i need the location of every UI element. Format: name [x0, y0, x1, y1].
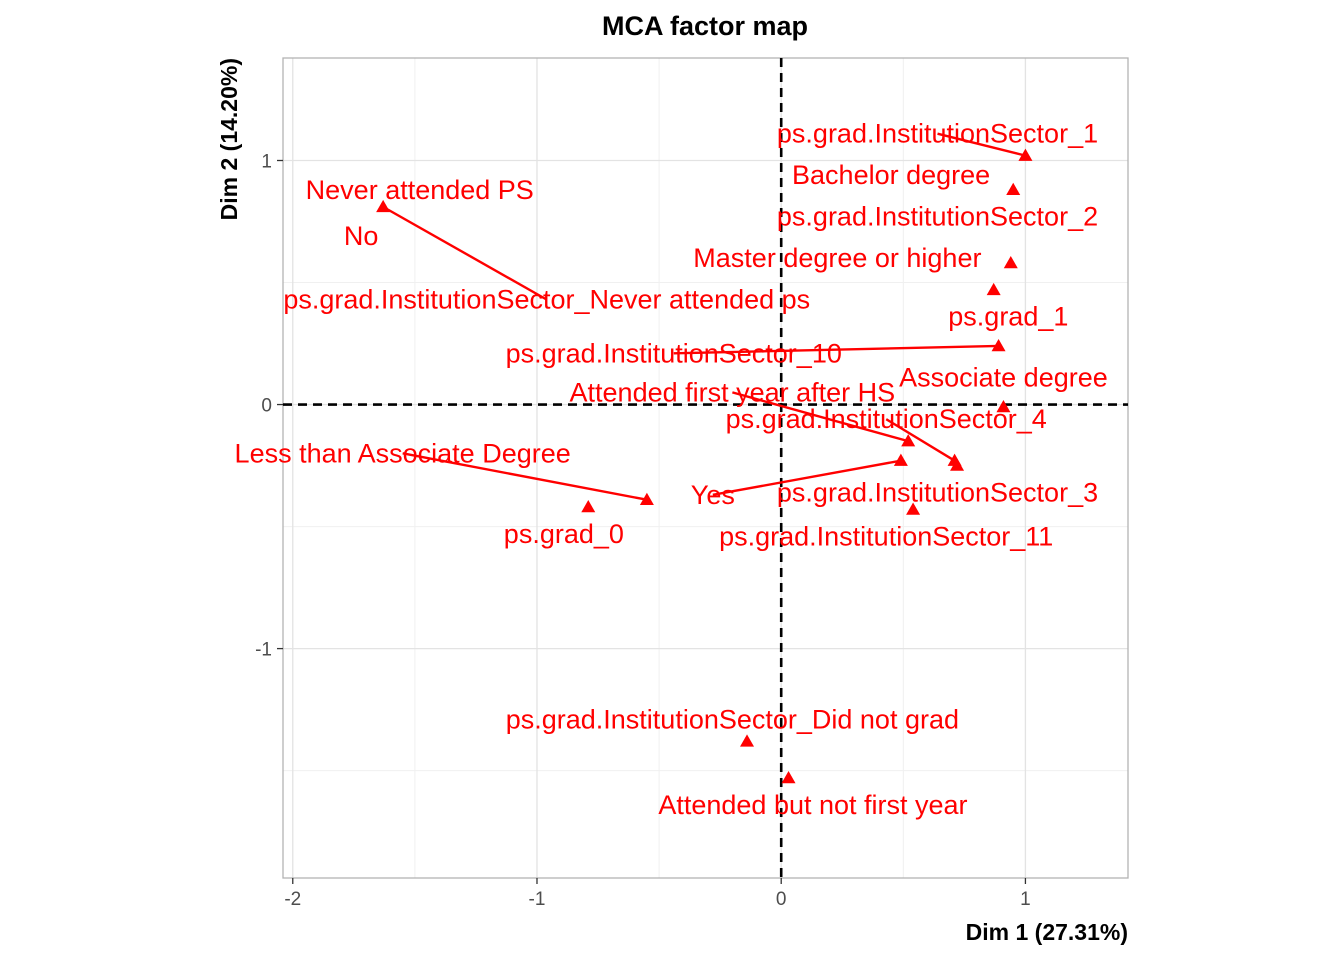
point-label: Less than Associate Degree [235, 438, 571, 468]
point-marker [893, 453, 908, 466]
plot-panel-border [282, 57, 1129, 879]
point-marker [996, 399, 1011, 413]
point-marker [376, 199, 391, 213]
leader-lines [382, 132, 1026, 501]
x-tick-label: -1 [529, 889, 546, 910]
point-label: Bachelor degree [792, 160, 990, 190]
point-label: Yes [691, 480, 735, 510]
x-axis-ticks: -2 -1 0 1 [284, 878, 1031, 910]
y-axis-title: Dim 2 (14.20%) [216, 58, 242, 220]
point-marker [950, 458, 965, 471]
point-label: Attended first year after HS [570, 377, 896, 407]
point-marker [1006, 182, 1021, 196]
point-label: ps.grad.InstitutionSector_Never attended… [283, 285, 810, 315]
point-marker [781, 770, 796, 784]
point-marker [581, 500, 596, 513]
point-markers [376, 148, 1033, 784]
label-leader-line [382, 205, 548, 301]
point-label: ps.grad.InstitutionSector_1 [777, 119, 1098, 149]
x-axis-title: Dim 1 (27.31%) [966, 919, 1128, 945]
point-marker [1003, 256, 1018, 269]
point-marker [906, 502, 921, 515]
reference-lines [283, 58, 1128, 878]
point-label: ps.grad.InstitutionSector_10 [506, 338, 842, 368]
y-tick-label: 0 [261, 396, 272, 417]
y-tick-label: -1 [255, 640, 272, 661]
x-tick-label: 1 [1020, 889, 1031, 910]
point-label: Master degree or higher [693, 243, 981, 273]
label-leader-line [712, 459, 902, 497]
point-marker [740, 734, 755, 747]
x-tick-label: 0 [776, 889, 787, 910]
x-tick-label: -2 [284, 889, 301, 910]
label-leader-line [402, 452, 648, 501]
point-marker [1018, 148, 1033, 161]
point-label: ps.grad_0 [504, 519, 624, 549]
point-labels: ps.grad.InstitutionSector_1 Bachelor degr… [235, 119, 1108, 820]
y-tick-label: 1 [261, 152, 272, 173]
point-marker [991, 338, 1006, 352]
point-label: Associate degree [899, 363, 1108, 393]
point-marker [639, 492, 654, 505]
chart-title: MCA factor map [602, 11, 808, 41]
point-label: ps.grad.InstitutionSector_4 [726, 404, 1047, 434]
label-leader-line [732, 391, 909, 443]
point-label: ps.grad.InstitutionSector_Did not grad [506, 704, 959, 734]
point-label: Never attended PS [306, 175, 534, 205]
label-leader-line [673, 344, 999, 355]
point-label: Attended but not first year [658, 790, 967, 820]
point-label: No [344, 221, 379, 251]
point-marker [986, 282, 1001, 296]
label-leader-line [885, 418, 956, 462]
point-label: ps.grad.InstitutionSector_2 [777, 202, 1098, 232]
point-label: ps.grad.InstitutionSector_11 [719, 521, 1053, 551]
point-label: ps.grad_1 [948, 302, 1068, 332]
y-axis-ticks: -1 0 1 [255, 152, 283, 661]
minor-gridlines [283, 58, 1128, 878]
point-marker [901, 434, 916, 447]
label-leader-line [937, 132, 1026, 157]
point-label: ps.grad.InstitutionSector_3 [777, 477, 1098, 507]
